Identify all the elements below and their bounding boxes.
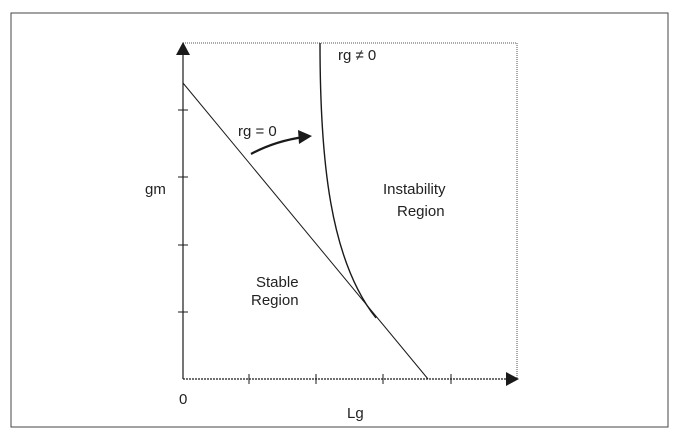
- y-axis-arrowhead: [176, 42, 190, 55]
- stable-region-label-line2: Region: [251, 292, 299, 309]
- rg-zero-boundary-line: [182, 82, 429, 380]
- rg-nonzero-boundary-curve: [319, 42, 377, 319]
- shift-arrow-head: [298, 130, 312, 144]
- x-axis-arrowhead: [506, 372, 519, 386]
- rg-nonzero-label: rg ≠ 0: [338, 47, 376, 64]
- stable-region-label-line1: Stable: [256, 274, 299, 291]
- origin-label: 0: [179, 391, 187, 408]
- instability-region-label-line2: Region: [397, 203, 445, 220]
- outer-border: [10, 12, 669, 428]
- x-axis-label: Lg: [347, 405, 364, 422]
- instability-region-label-line1: Instability: [383, 181, 446, 198]
- y-axis-label: gm: [145, 181, 166, 198]
- rg-zero-label: rg = 0: [238, 123, 277, 140]
